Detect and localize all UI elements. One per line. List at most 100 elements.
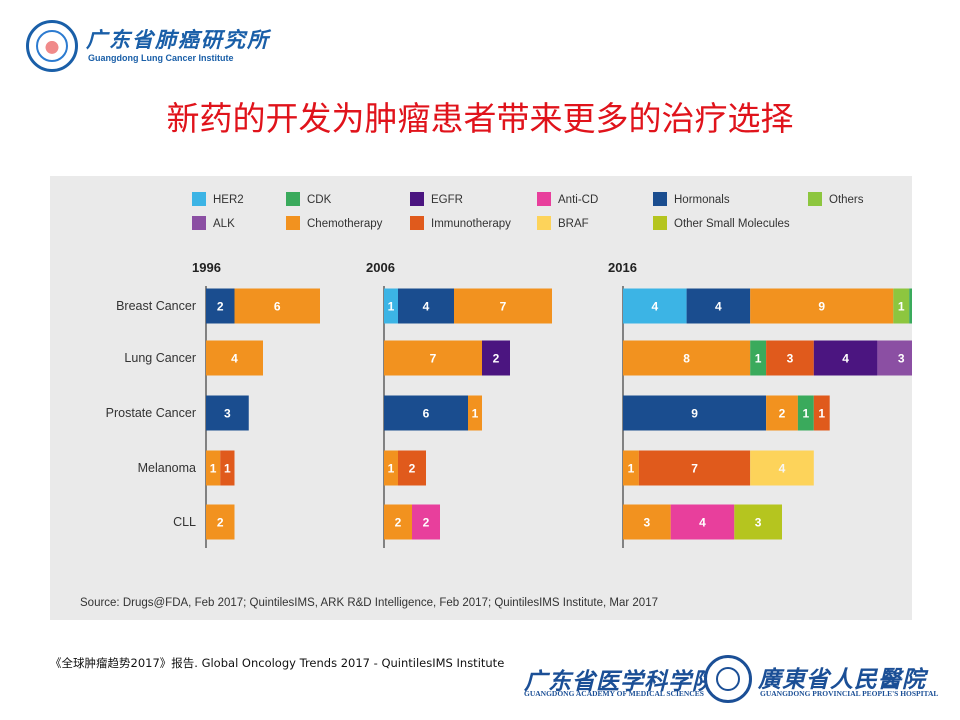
- legend-label: CDK: [307, 194, 332, 206]
- bar-segment: [686, 288, 751, 324]
- bar-value-label: 4: [651, 300, 658, 314]
- bar-segment: [412, 504, 440, 540]
- bar-value-label: 3: [898, 352, 905, 366]
- bar-value-label: 6: [423, 407, 430, 421]
- bar-value-label: 1: [628, 462, 635, 476]
- bar-segment: [454, 288, 552, 324]
- bar-value-label: 4: [423, 300, 430, 314]
- bar-segment: [813, 395, 830, 431]
- bar-value-label: 3: [787, 352, 794, 366]
- legend-swatch: [286, 216, 300, 230]
- legend-swatch: [808, 192, 822, 206]
- bar-segment: [384, 340, 482, 376]
- bar-segment: [623, 288, 687, 324]
- hospital-name-en: GUANGDONG PROVINCIAL PEOPLE'S HOSPITAL: [760, 689, 939, 698]
- legend-label: HER2: [213, 194, 244, 206]
- stacked-bar-chart: HER2 CDK EGFR Anti-CD Hormonals Others ALK Chem…: [106, 192, 912, 548]
- bar-segment: [384, 288, 398, 324]
- bar-value-label: 6: [274, 300, 281, 314]
- panel-year-label: 1996: [192, 260, 221, 275]
- bar-segment: [670, 504, 735, 540]
- bar-value-label: 4: [231, 352, 238, 366]
- bar-value-label: 4: [699, 516, 706, 530]
- legend-label: Others: [829, 194, 864, 206]
- bar-value-label: 1: [803, 407, 810, 421]
- bar-value-label: 1: [388, 462, 395, 476]
- bar-value-label: 4: [779, 462, 786, 476]
- legend-label: Anti-CD: [558, 194, 598, 206]
- logo-chinese-name: 广东省肺癌研究所: [86, 27, 270, 52]
- logo-english-name: Guangdong Lung Cancer Institute: [88, 53, 234, 63]
- institute-logo: 广东省肺癌研究所 Guangdong Lung Cancer Institute: [26, 20, 268, 72]
- legend-swatch: [537, 192, 551, 206]
- bar-value-label: 7: [430, 352, 437, 366]
- bar-segment: [482, 340, 510, 376]
- bar-segment: [468, 395, 482, 431]
- bar-value-label: 2: [779, 407, 786, 421]
- bar-value-label: 8: [683, 352, 690, 366]
- bar-segment: [623, 504, 671, 540]
- panel-year-label: 2016: [608, 260, 637, 275]
- legend-swatch: [192, 192, 206, 206]
- legend-label: Chemotherapy: [307, 218, 383, 230]
- bar-segment: [909, 288, 912, 324]
- legend-swatch: [286, 192, 300, 206]
- bar-segment: [384, 504, 412, 540]
- legend-swatch: [653, 216, 667, 230]
- hospital-seal-icon: [704, 655, 752, 703]
- bar-segment: [623, 450, 639, 486]
- bar-segment: [398, 450, 426, 486]
- bar-segment: [797, 395, 814, 431]
- legend-swatch: [410, 192, 424, 206]
- bar-value-label: 3: [644, 516, 651, 530]
- bar-segment: [623, 395, 767, 431]
- bar-segment: [384, 395, 468, 431]
- legend-label: Immunotherapy: [431, 218, 511, 230]
- bar-segment: [220, 450, 235, 486]
- bar-value-label: 1: [472, 407, 479, 421]
- category-label: Breast Cancer: [116, 299, 196, 313]
- bar-value-label: 1: [224, 462, 231, 476]
- bar-value-label: 2: [217, 516, 224, 530]
- bar-value-label: 4: [842, 352, 849, 366]
- category-label: CLL: [173, 515, 196, 529]
- bar-segment: [734, 504, 782, 540]
- citation-footnote: 《全球肿瘤趋势2017》报告. Global Oncology Trends 2…: [50, 656, 505, 670]
- bar-segment: [750, 340, 767, 376]
- bar-segment: [398, 288, 454, 324]
- category-label: Lung Cancer: [124, 351, 196, 365]
- bar-segment: [234, 288, 320, 324]
- bar-segment: [750, 450, 814, 486]
- academy-name-en: GUANGDONG ACADEMY OF MEDICAL SCIENCES: [524, 689, 704, 698]
- category-label: Prostate Cancer: [106, 406, 196, 420]
- bar-segment: [206, 288, 235, 324]
- bar-value-label: 1: [755, 352, 762, 366]
- bar-segment: [766, 340, 814, 376]
- legend-label: BRAF: [558, 218, 589, 230]
- bar-value-label: 4: [715, 300, 722, 314]
- bar-segment: [638, 450, 751, 486]
- bar-value-label: 3: [224, 407, 231, 421]
- bar-value-label: 2: [409, 462, 416, 476]
- bar-value-label: 7: [500, 300, 507, 314]
- panel-year-label: 2006: [366, 260, 395, 275]
- bar-value-label: 3: [755, 516, 762, 530]
- bar-segment: [206, 504, 235, 540]
- category-label: Melanoma: [138, 461, 196, 475]
- academy-name-cn: 广东省医学科学院: [524, 668, 716, 695]
- bar-segment: [623, 340, 751, 376]
- bar-segment: [813, 340, 878, 376]
- bar-segment: [766, 395, 798, 431]
- bar-segment: [206, 450, 221, 486]
- legend-swatch: [410, 216, 424, 230]
- legend-swatch: [537, 216, 551, 230]
- bar-value-label: 2: [493, 352, 500, 366]
- bar-segment: [206, 340, 263, 376]
- bar-value-label: 9: [818, 300, 825, 314]
- slide-title: 新药的开发为肿瘤患者带来更多的治疗选择: [166, 99, 794, 138]
- bar-segment: [750, 288, 894, 324]
- chart-panel: HER2 CDK EGFR Anti-CD Hormonals Others ALK Chem…: [50, 176, 912, 620]
- chart-source: Source: Drugs@FDA, Feb 2017; QuintilesIM…: [80, 597, 658, 609]
- lung-institute-emblem-icon: [26, 20, 78, 72]
- bar-value-label: 1: [210, 462, 217, 476]
